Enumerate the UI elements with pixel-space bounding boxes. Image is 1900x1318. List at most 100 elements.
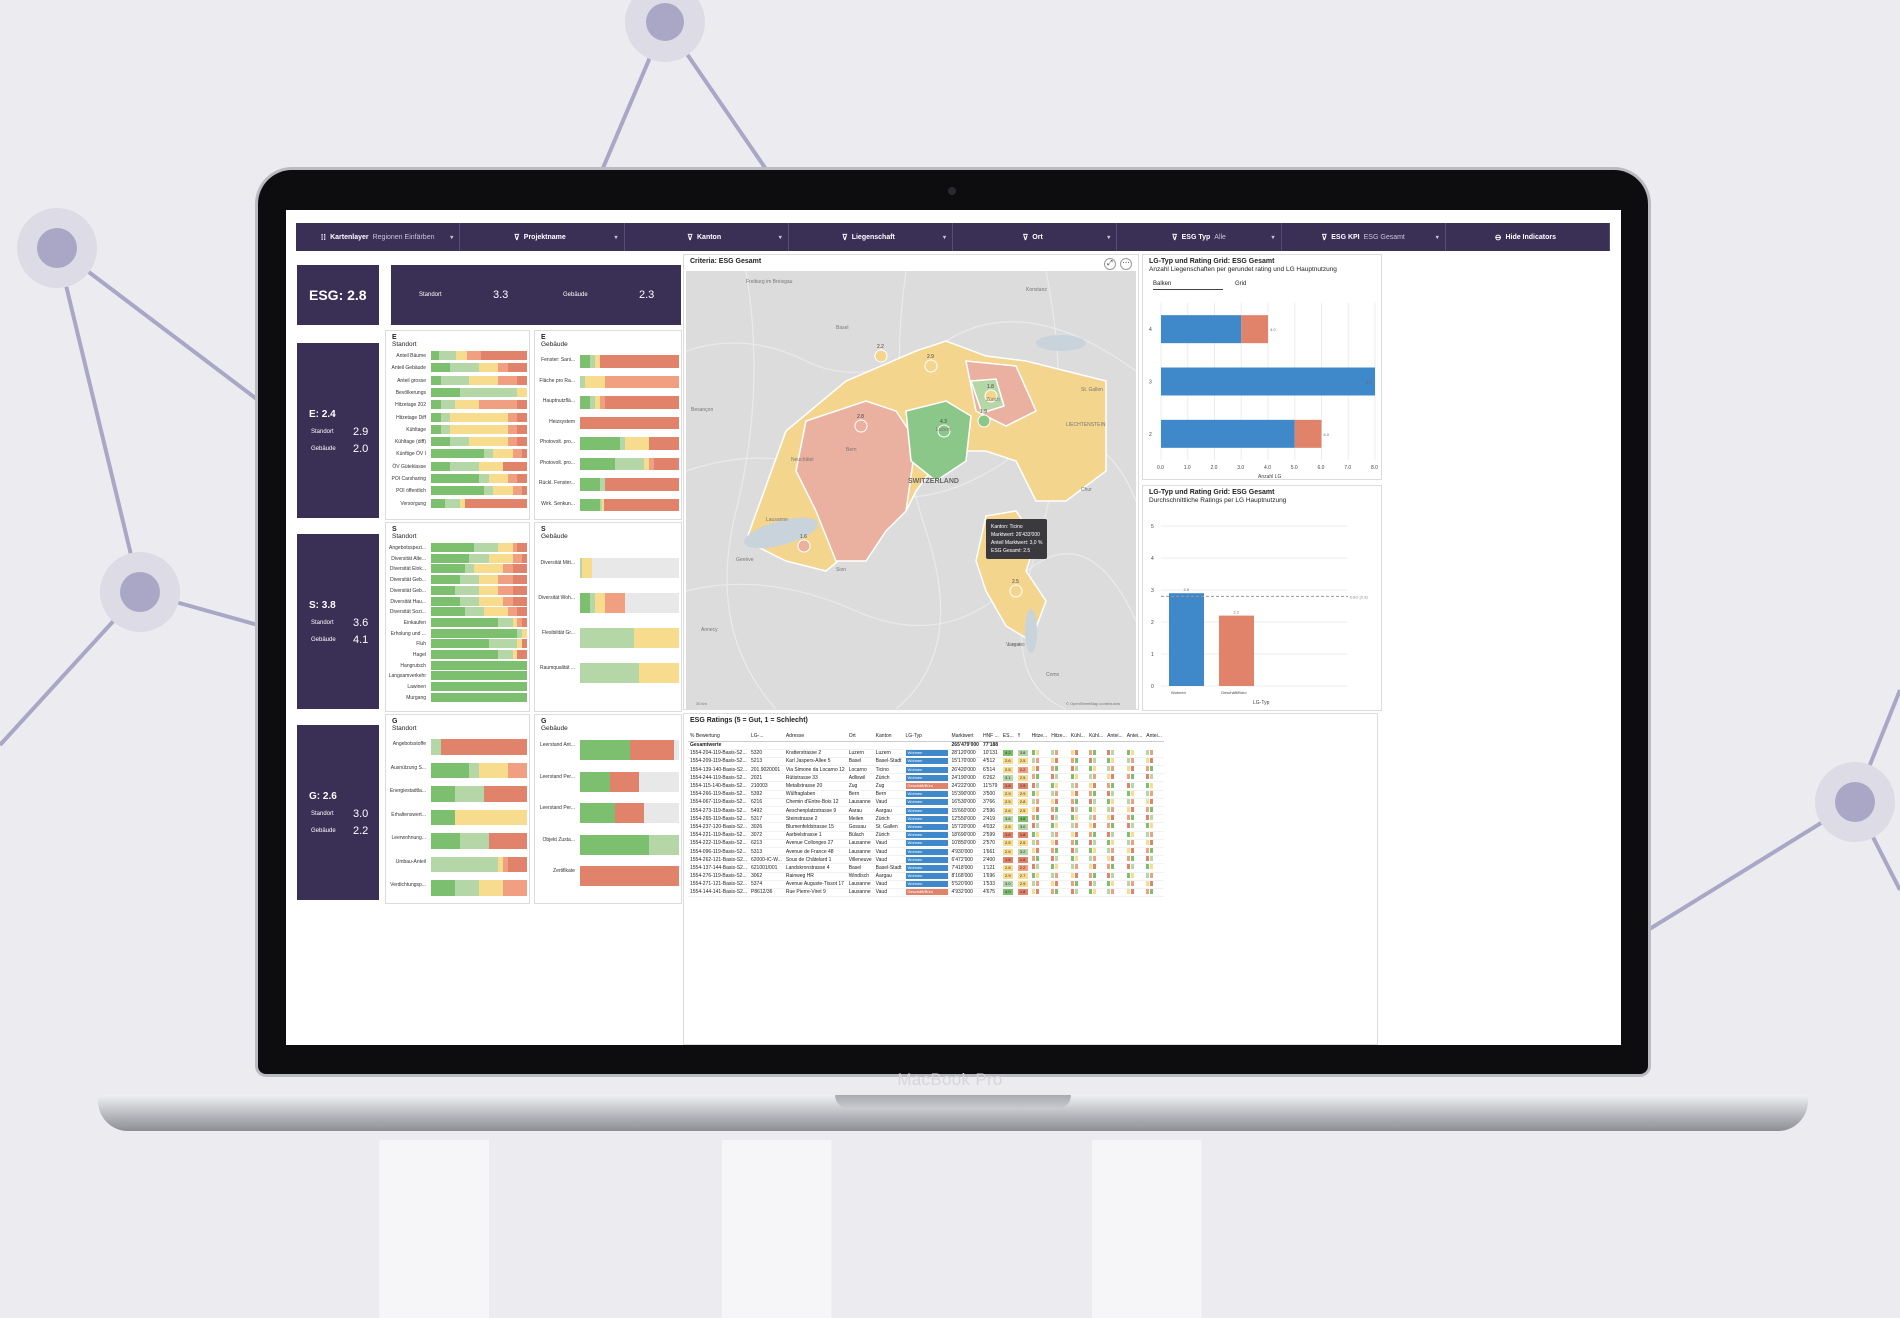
breakdown-stacked-bar[interactable] bbox=[431, 387, 527, 397]
map-point[interactable] bbox=[874, 349, 888, 363]
tab-balken[interactable]: Balken bbox=[1153, 281, 1223, 290]
map-point[interactable] bbox=[1009, 584, 1023, 598]
column-header[interactable]: LG-Typ bbox=[903, 732, 950, 742]
column-header[interactable]: Marktwert bbox=[949, 732, 981, 742]
expand-icon[interactable]: ⤢ bbox=[1104, 258, 1116, 270]
breakdown-stacked-bar[interactable] bbox=[431, 437, 527, 447]
breakdown-stacked-bar[interactable] bbox=[580, 375, 679, 388]
breakdown-stacked-bar[interactable] bbox=[431, 543, 527, 552]
chevron-down-icon[interactable]: ▾ bbox=[1107, 234, 1111, 241]
breakdown-stacked-bar[interactable] bbox=[431, 424, 527, 434]
breakdown-stacked-bar[interactable] bbox=[431, 575, 527, 585]
table-row[interactable]: 1554-262-121-Basis-S2... 62000-IC-W... Sou… bbox=[688, 855, 1164, 865]
column-header[interactable]: Kanton bbox=[873, 732, 904, 742]
map-point[interactable] bbox=[924, 359, 938, 373]
filter-1[interactable]: ⊽ Projektname ▾ bbox=[460, 223, 625, 251]
breakdown-stacked-bar[interactable] bbox=[431, 833, 527, 849]
chevron-down-icon[interactable]: ▾ bbox=[942, 234, 946, 241]
breakdown-stacked-bar[interactable] bbox=[431, 786, 527, 802]
switzerland-map[interactable]: 2.2 2.9 2.8 1.8 4.3 1.9 1.6 2.5 SWITZERLAND Fre… bbox=[686, 271, 1136, 709]
map-point[interactable] bbox=[937, 424, 951, 438]
breakdown-stacked-bar[interactable] bbox=[431, 585, 527, 595]
breakdown-stacked-bar[interactable] bbox=[431, 474, 527, 483]
map-point[interactable] bbox=[854, 419, 868, 433]
chevron-down-icon[interactable]: ▾ bbox=[614, 234, 618, 241]
column-header[interactable]: Antei... bbox=[1144, 732, 1164, 742]
more-options-icon[interactable]: ⋯ bbox=[1120, 258, 1132, 270]
breakdown-stacked-bar[interactable] bbox=[431, 553, 527, 563]
breakdown-stacked-bar[interactable] bbox=[580, 663, 679, 683]
filter-5[interactable]: ⊽ ESG Typ Alle ▾ bbox=[1117, 223, 1282, 251]
table-row[interactable]: 1554-139-140-Basis-S2... 201.9020001 Via S… bbox=[688, 765, 1164, 775]
breakdown-stacked-bar[interactable] bbox=[431, 880, 527, 896]
table-row[interactable]: 1554-271-121-Basis-S2... 5374 Avenue Augus… bbox=[688, 880, 1164, 889]
breakdown-stacked-bar[interactable] bbox=[431, 692, 527, 702]
table-row[interactable]: 1554-237-120-Basis-S2... 3026 Blumenfeldst… bbox=[688, 822, 1164, 832]
map-point[interactable] bbox=[977, 414, 991, 428]
column-header[interactable]: HNF ... bbox=[980, 732, 1001, 742]
breakdown-stacked-bar[interactable] bbox=[580, 498, 679, 511]
table-row[interactable]: 1554-266-119-Basis-S2... 5392 Wülfraglaben… bbox=[688, 790, 1164, 799]
table-row[interactable]: 1554-222-119-Basis-S2... 6213 Avenue Collo… bbox=[688, 839, 1164, 848]
column-header[interactable]: !! bbox=[1015, 732, 1030, 742]
breakdown-stacked-bar[interactable] bbox=[580, 355, 679, 368]
column-header[interactable]: % Bewertung bbox=[688, 732, 749, 742]
filter-4[interactable]: ⊽ Ort ▾ bbox=[953, 223, 1118, 251]
filter-0[interactable]: ⁞⁞ Kartenlayer Regionen Einfärben ▾ bbox=[296, 223, 461, 251]
filter-6[interactable]: ⊽ ESG KPI ESG Gesamt ▾ bbox=[1282, 223, 1446, 251]
breakdown-stacked-bar[interactable] bbox=[580, 437, 679, 450]
breakdown-stacked-bar[interactable] bbox=[431, 856, 527, 872]
breakdown-stacked-bar[interactable] bbox=[431, 596, 527, 606]
chevron-down-icon[interactable]: ▾ bbox=[1271, 234, 1275, 241]
breakdown-stacked-bar[interactable] bbox=[580, 803, 679, 823]
breakdown-stacked-bar[interactable] bbox=[431, 412, 527, 422]
table-row[interactable]: 1554-265-119-Basis-S2... 5317 Steinstrasse… bbox=[688, 814, 1164, 824]
map-point[interactable] bbox=[797, 539, 811, 553]
breakdown-stacked-bar[interactable] bbox=[580, 478, 679, 491]
breakdown-stacked-bar[interactable] bbox=[431, 628, 527, 638]
chevron-down-icon[interactable]: ▾ bbox=[778, 234, 782, 241]
breakdown-stacked-bar[interactable] bbox=[580, 558, 679, 578]
chevron-down-icon[interactable]: ▾ bbox=[1435, 234, 1439, 241]
breakdown-stacked-bar[interactable] bbox=[431, 660, 527, 670]
breakdown-stacked-bar[interactable] bbox=[580, 771, 679, 792]
breakdown-stacked-bar[interactable] bbox=[431, 564, 527, 574]
table-row[interactable]: 1554-144-141-Basis-S2... P8612/36 Rue Pier… bbox=[688, 888, 1164, 898]
table-row[interactable]: 1554-115-140-Basis-S2... 210003 Metallstra… bbox=[688, 781, 1164, 791]
column-header[interactable]: Antei... bbox=[1124, 732, 1145, 742]
breakdown-stacked-bar[interactable] bbox=[431, 739, 527, 755]
column-header[interactable]: Kühl... bbox=[1086, 732, 1106, 742]
breakdown-stacked-bar[interactable] bbox=[580, 740, 679, 760]
table-row[interactable]: 1554-096-119-Basis-S2... 5313 Avenue de Fr… bbox=[688, 847, 1164, 857]
column-header[interactable]: Kühl... bbox=[1068, 732, 1087, 742]
breakdown-stacked-bar[interactable] bbox=[580, 416, 679, 429]
map-point[interactable] bbox=[984, 389, 998, 403]
breakdown-stacked-bar[interactable] bbox=[431, 351, 527, 360]
filter-3[interactable]: ⊽ Liegenschaft ▾ bbox=[789, 223, 953, 251]
column-header[interactable]: Antei... bbox=[1105, 732, 1125, 742]
breakdown-stacked-bar[interactable] bbox=[431, 363, 527, 373]
breakdown-stacked-bar[interactable] bbox=[580, 866, 679, 886]
tab-grid[interactable]: Grid bbox=[1235, 281, 1247, 287]
breakdown-stacked-bar[interactable] bbox=[580, 396, 679, 409]
breakdown-stacked-bar[interactable] bbox=[431, 809, 527, 825]
breakdown-stacked-bar[interactable] bbox=[431, 762, 527, 778]
map-canvas[interactable]: 2.2 2.9 2.8 1.8 4.3 1.9 1.6 2.5 SWITZERLAND Fre… bbox=[686, 271, 1136, 709]
breakdown-stacked-bar[interactable] bbox=[431, 639, 527, 649]
column-header[interactable]: Adresse bbox=[783, 732, 847, 742]
filter-7[interactable]: ⊖ Hide Indicators bbox=[1446, 223, 1610, 251]
table-row[interactable]: 1554-221-119-Basis-S2... 3072 Aarbielstras… bbox=[688, 831, 1164, 840]
table-row[interactable]: 1554-244-119-Basis-S2... 2021 Rütistrasse … bbox=[688, 773, 1164, 783]
column-header[interactable]: Ort bbox=[846, 732, 874, 742]
breakdown-stacked-bar[interactable] bbox=[431, 671, 527, 681]
column-header[interactable]: Hitze... bbox=[1029, 732, 1050, 742]
breakdown-stacked-bar[interactable] bbox=[431, 682, 527, 692]
breakdown-stacked-bar[interactable] bbox=[431, 449, 527, 459]
breakdown-stacked-bar[interactable] bbox=[580, 834, 679, 855]
breakdown-stacked-bar[interactable] bbox=[431, 486, 527, 496]
breakdown-stacked-bar[interactable] bbox=[431, 617, 527, 627]
filter-2[interactable]: ⊽ Kanton ▾ bbox=[625, 223, 789, 251]
table-row[interactable]: 1554-204-119-Basis-S2... 5320 Kratterstras… bbox=[688, 749, 1164, 758]
breakdown-stacked-bar[interactable] bbox=[431, 461, 527, 471]
column-header[interactable]: Hitze... bbox=[1049, 732, 1069, 742]
